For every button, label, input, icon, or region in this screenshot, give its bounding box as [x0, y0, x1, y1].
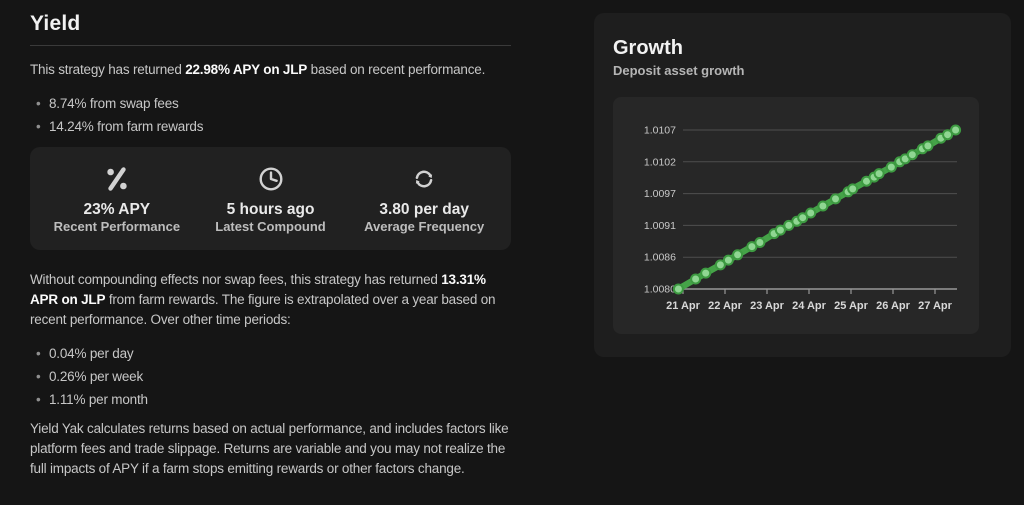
- data-point[interactable]: [805, 207, 817, 219]
- list-item: 14.24% from farm rewards: [36, 115, 511, 138]
- apr-prefix: Without compounding effects nor swap fee…: [30, 272, 442, 287]
- stat-recent-performance: 23% APY Recent Performance: [40, 164, 194, 235]
- intro-prefix: This strategy has returned: [30, 62, 186, 77]
- clock-icon: [256, 164, 286, 196]
- data-point[interactable]: [922, 140, 934, 152]
- stat-label: Recent Performance: [53, 219, 181, 234]
- y-axis-tick-label: 1.0102: [644, 156, 676, 168]
- data-point[interactable]: [873, 168, 885, 180]
- apr-paragraph: Without compounding effects nor swap fee…: [30, 270, 511, 330]
- data-point[interactable]: [732, 249, 744, 261]
- disclaimer-paragraph: Yield Yak calculates returns based on ac…: [30, 421, 509, 476]
- list-item: 1.11% per month: [36, 388, 511, 411]
- data-point[interactable]: [714, 259, 726, 271]
- y-axis-tick-label: 1.0091: [644, 220, 676, 232]
- apy-highlight: 22.98% APY on JLP: [185, 62, 308, 77]
- stat-latest-compound: 5 hours ago Latest Compound: [194, 164, 348, 235]
- data-point[interactable]: [942, 129, 954, 141]
- x-axis-tick-label: 26 Apr: [876, 300, 911, 312]
- x-axis-tick-label: 23 Apr: [750, 300, 785, 312]
- yield-section: Yield This strategy has returned 22.98% …: [30, 12, 511, 491]
- chart-panel: 1.0080 1.0086 1.0091 1.0097 1.0102 1.0107 21 A…: [613, 97, 979, 334]
- refresh-icon: [409, 164, 439, 196]
- period-returns-list: 0.04% per day 0.26% per week 1.11% per m…: [30, 342, 511, 411]
- x-axis-tick-label: 27 Apr: [918, 300, 953, 312]
- data-point[interactable]: [906, 149, 918, 161]
- growth-chart[interactable]: 1.0080 1.0086 1.0091 1.0097 1.0102 1.0107 21 A…: [613, 97, 979, 334]
- data-point[interactable]: [690, 273, 702, 285]
- growth-card: Growth Deposit asset growth 1.0080 1.0086…: [594, 13, 1011, 357]
- stat-label: Latest Compound: [215, 219, 326, 234]
- data-point[interactable]: [830, 193, 841, 205]
- data-point[interactable]: [700, 267, 712, 279]
- list-item: 0.04% per day: [36, 342, 511, 365]
- intro-suffix: based on recent performance.: [307, 62, 486, 77]
- growth-card-title: Growth: [613, 37, 683, 59]
- x-axis-tick-label: 21 Apr: [666, 300, 701, 312]
- stat-value: 3.80 per day: [379, 201, 469, 218]
- stat-value: 23% APY: [83, 201, 151, 218]
- divider: [30, 45, 511, 46]
- x-axis-tick-label: 25 Apr: [834, 300, 869, 312]
- stat-label: Average Frequency: [364, 219, 485, 234]
- data-point[interactable]: [817, 200, 829, 212]
- data-point[interactable]: [774, 224, 786, 236]
- y-axis-tick-label: 1.0080: [644, 284, 676, 296]
- data-point[interactable]: [950, 124, 962, 136]
- stat-average-frequency: 3.80 per day Average Frequency: [347, 164, 501, 235]
- data-point[interactable]: [885, 161, 897, 173]
- data-point[interactable]: [754, 237, 766, 248]
- apr-suffix: from farm rewards. The figure is extrapo…: [30, 292, 496, 327]
- data-point[interactable]: [847, 183, 859, 195]
- percent-icon: [102, 164, 132, 196]
- data-point[interactable]: [797, 212, 809, 224]
- growth-card-subtitle: Deposit asset growth: [613, 63, 745, 78]
- stats-panel: 23% APY Recent Performance 5 hours ago L…: [30, 147, 511, 250]
- y-axis-tick-label: 1.0097: [644, 188, 676, 200]
- intro-paragraph: This strategy has returned 22.98% APY on…: [30, 60, 511, 80]
- list-item: 8.74% from swap fees: [36, 92, 511, 115]
- data-point[interactable]: [722, 254, 734, 266]
- x-axis-tick-label: 22 Apr: [708, 300, 743, 312]
- data-point[interactable]: [672, 283, 684, 295]
- list-item: 0.26% per week: [36, 365, 511, 388]
- yield-breakdown-list: 8.74% from swap fees 14.24% from farm re…: [30, 92, 511, 138]
- y-axis-tick-label: 1.0107: [644, 125, 676, 137]
- y-axis-tick-label: 1.0086: [644, 252, 676, 264]
- apr-highlight: 13.31% APR on JLP: [30, 272, 486, 307]
- x-axis-tick-label: 24 Apr: [792, 300, 827, 312]
- page-title: Yield: [30, 12, 81, 35]
- stat-value: 5 hours ago: [226, 201, 315, 218]
